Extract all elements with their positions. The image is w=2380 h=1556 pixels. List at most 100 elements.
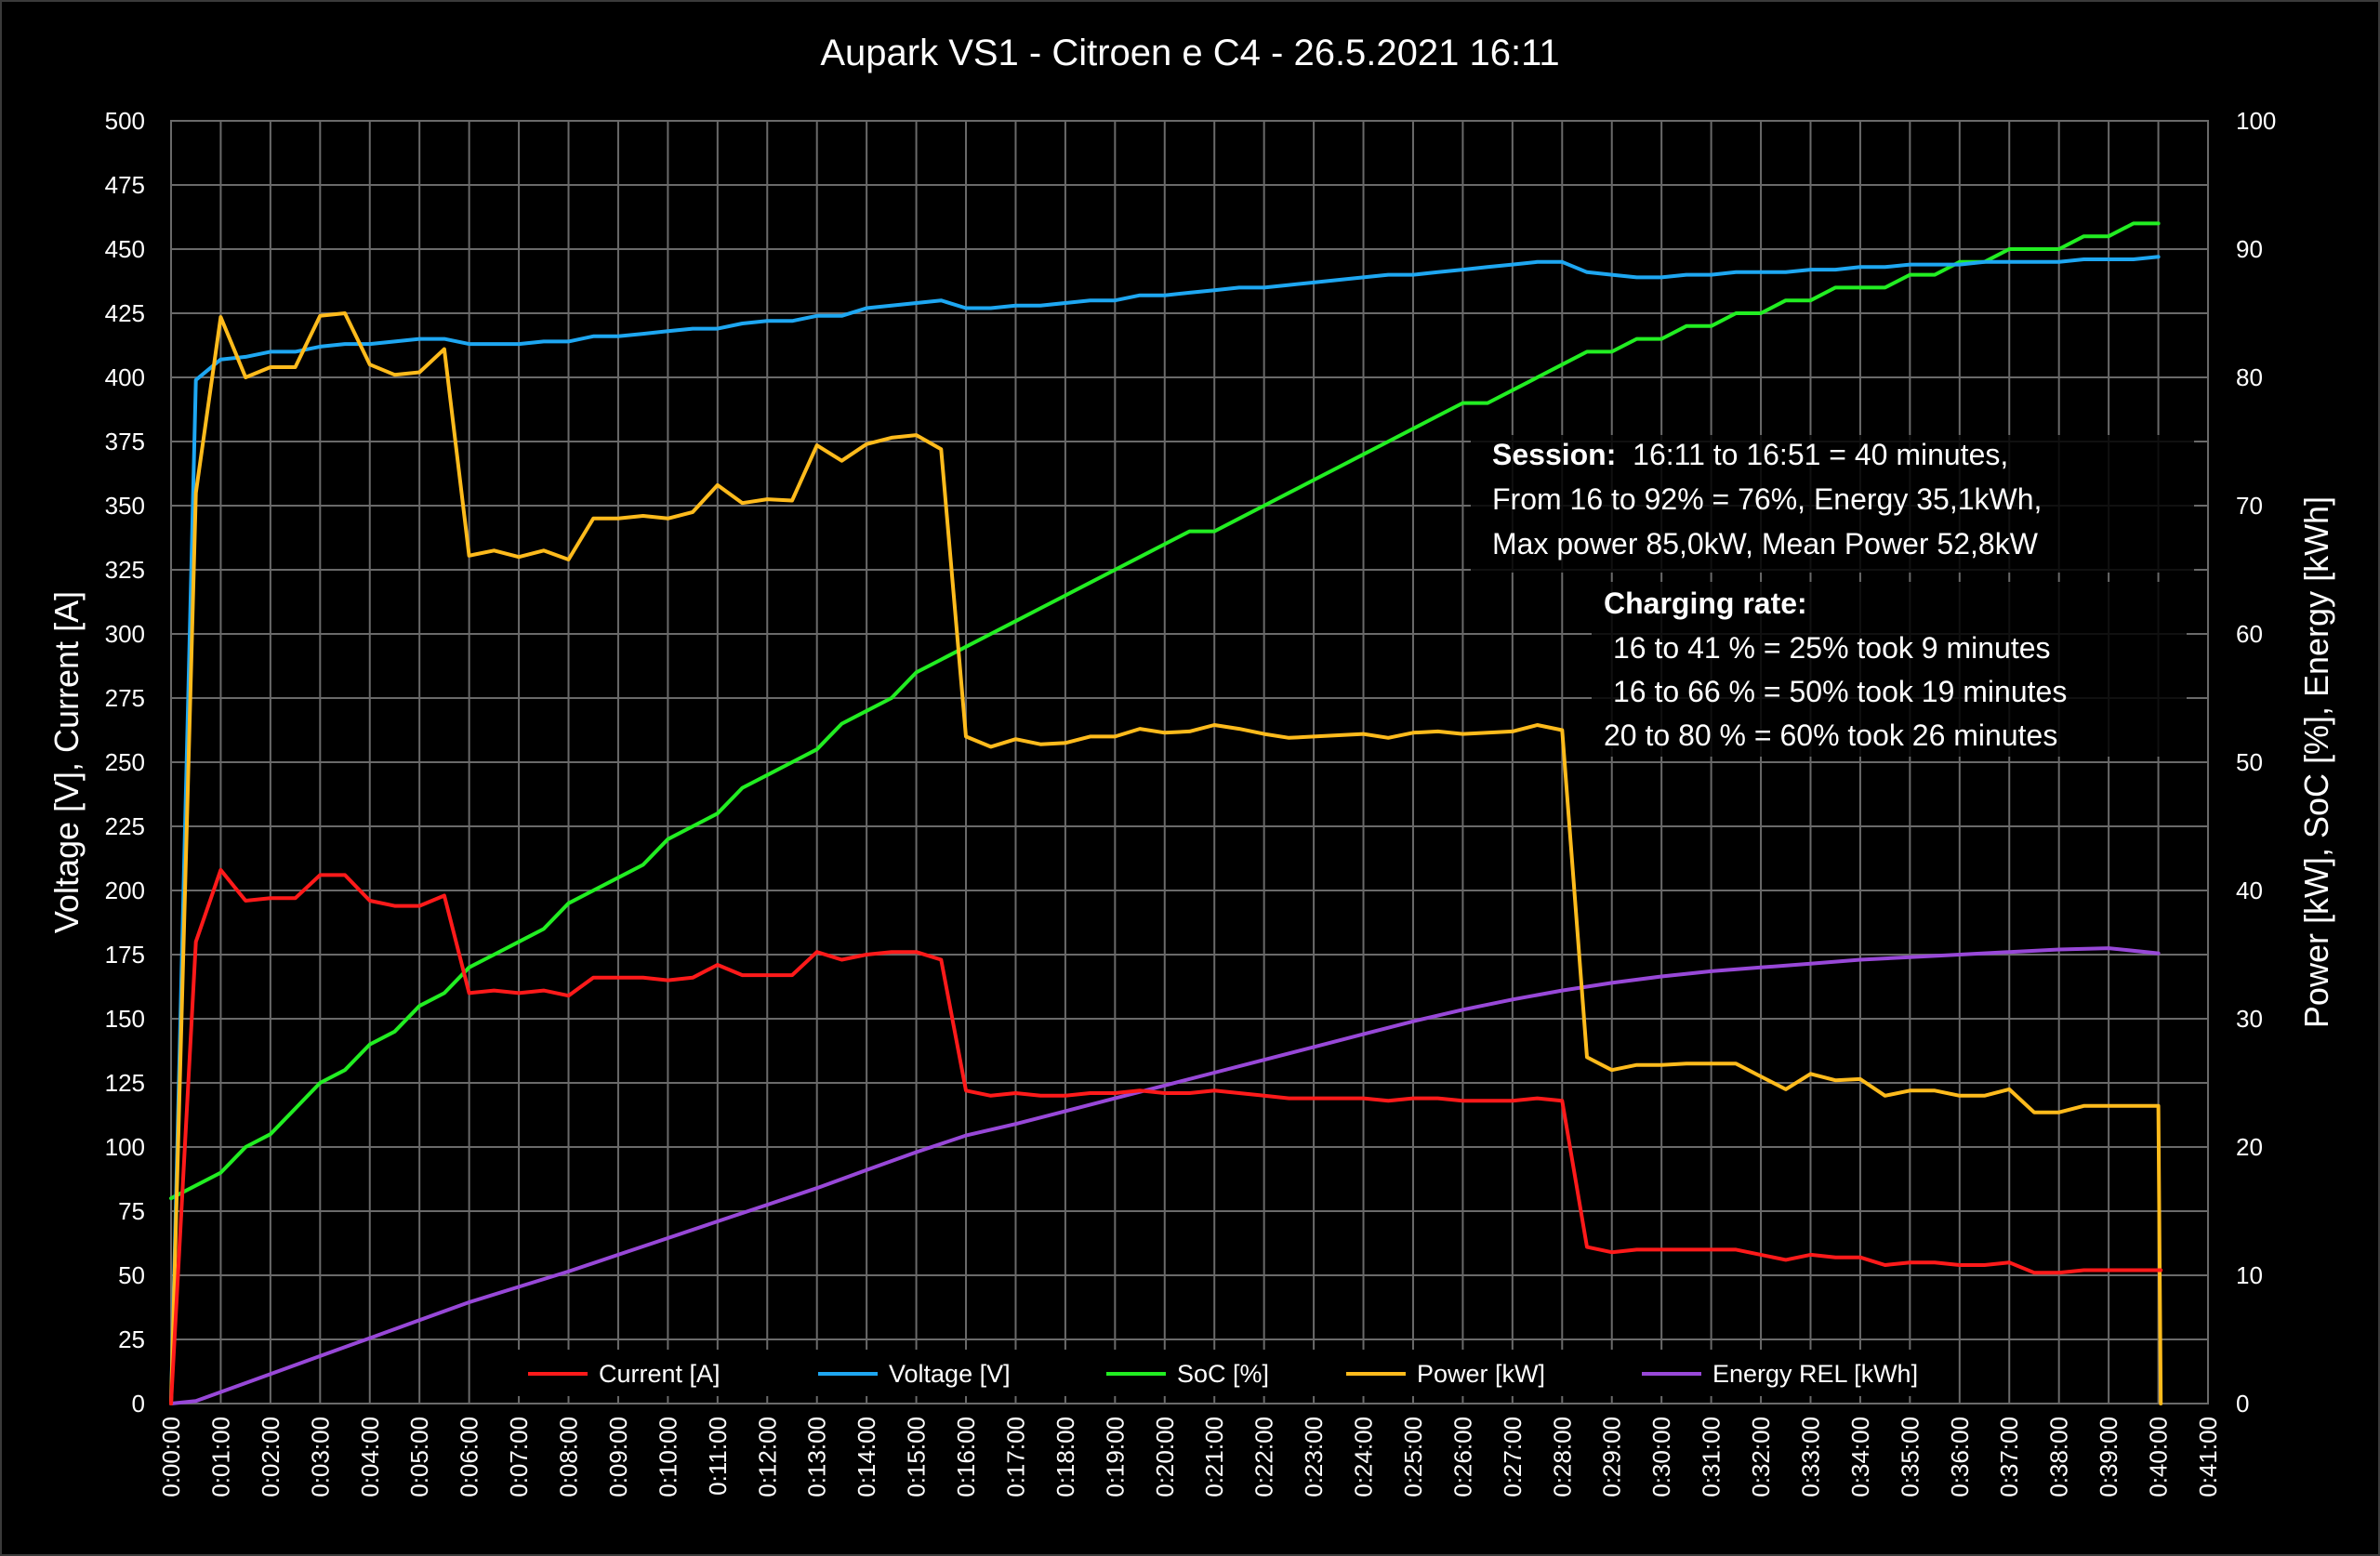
x-tick: 0:26:00	[1448, 1417, 1476, 1497]
y-tick-left: 225	[105, 812, 145, 840]
x-tick: 0:02:00	[257, 1417, 284, 1497]
y-tick-left: 350	[105, 492, 145, 520]
annotation-rate-line3: 20 to 80 % = 60% took 26 minutes	[1604, 719, 2057, 752]
series-line-current-a	[169, 867, 2163, 1405]
y-tick-left: 0	[132, 1390, 145, 1418]
legend-label: Current [A]	[599, 1360, 721, 1388]
x-tick: 0:34:00	[1846, 1417, 1874, 1497]
y-tick-left: 375	[105, 428, 145, 455]
legend-label: SoC [%]	[1177, 1360, 1269, 1388]
x-tick: 0:05:00	[405, 1417, 433, 1497]
x-tick: 0:39:00	[2095, 1417, 2122, 1497]
x-tick: 0:27:00	[1499, 1417, 1527, 1497]
x-tick: 0:30:00	[1647, 1417, 1675, 1497]
x-tick: 0:12:00	[753, 1417, 781, 1497]
y-tick-left: 25	[118, 1325, 145, 1353]
x-tick: 0:11:00	[704, 1417, 732, 1496]
legend-label: Energy REL [kWh]	[1712, 1360, 1918, 1388]
legend-label: Voltage [V]	[889, 1360, 1011, 1388]
annotation-session-label: Session:	[1492, 438, 1616, 471]
x-tick: 0:13:00	[803, 1417, 831, 1497]
y-tick-left: 175	[105, 941, 145, 969]
x-tick: 0:38:00	[2045, 1417, 2073, 1497]
y-tick-right: 40	[2236, 877, 2263, 904]
y-axis-label-left: Voltage [V], Current [A]	[47, 591, 86, 933]
y-tick-right: 80	[2236, 363, 2263, 391]
y-tick-right: 50	[2236, 748, 2263, 776]
x-tick: 0:22:00	[1250, 1417, 1278, 1497]
x-tick: 0:14:00	[853, 1417, 880, 1497]
legend: Current [A] Voltage [V] SoC [%] Power [kW] E…	[509, 1350, 1941, 1396]
x-tick: 0:18:00	[1051, 1417, 1079, 1497]
x-tick: 0:40:00	[2145, 1417, 2173, 1497]
series-line-power-kw	[169, 311, 2163, 1405]
y-tick-left: 75	[118, 1197, 145, 1225]
x-tick: 0:21:00	[1200, 1417, 1228, 1497]
y-tick-right: 100	[2236, 107, 2276, 135]
x-tick: 0:23:00	[1300, 1417, 1328, 1497]
legend-background	[509, 1350, 1941, 1396]
annotation-rate-line2: 16 to 66 % = 50% took 19 minutes	[1613, 675, 2067, 708]
y-tick-left: 150	[105, 1005, 145, 1033]
tick-labels: 0255075100125150175200225250275300325350…	[105, 107, 2277, 1497]
annotation-session-line1: Session: 16:11 to 16:51 = 40 minutes,	[1492, 438, 2008, 471]
x-tick: 0:09:00	[604, 1417, 632, 1497]
y-tick-right: 0	[2236, 1390, 2249, 1418]
y-tick-right: 30	[2236, 1005, 2263, 1033]
y-tick-left: 125	[105, 1069, 145, 1097]
y-tick-left: 475	[105, 171, 145, 199]
y-axis-label-right: Power [kW], SoC [%], Energy [kWh]	[2297, 496, 2335, 1028]
y-tick-left: 450	[105, 235, 145, 263]
y-tick-left: 275	[105, 684, 145, 712]
annotation-session-line3: Max power 85,0kW, Mean Power 52,8kW	[1492, 527, 2039, 560]
series-line-voltage-v	[169, 255, 2161, 1405]
x-tick: 0:41:00	[2194, 1417, 2222, 1497]
x-tick: 0:06:00	[456, 1417, 483, 1497]
x-tick: 0:29:00	[1598, 1417, 1626, 1497]
series-lines	[169, 221, 2163, 1405]
plot-area-border	[170, 120, 2209, 1404]
x-tick: 0:01:00	[206, 1417, 234, 1497]
y-tick-right: 20	[2236, 1133, 2263, 1161]
x-tick: 0:17:00	[1001, 1417, 1029, 1497]
x-tick: 0:25:00	[1399, 1417, 1427, 1497]
annotation-rate-bg	[1592, 582, 2187, 757]
annotation-rate-title: Charging rate:	[1604, 587, 1807, 620]
x-tick: 0:16:00	[952, 1417, 980, 1497]
gridlines	[170, 120, 2209, 1404]
y-tick-left: 200	[105, 877, 145, 904]
x-tick: 0:08:00	[555, 1417, 583, 1497]
annotation-box: Session: 16:11 to 16:51 = 40 minutes, Fr…	[1471, 435, 2194, 757]
y-tick-left: 50	[118, 1261, 145, 1289]
y-tick-right: 70	[2236, 492, 2263, 520]
y-tick-right: 10	[2236, 1261, 2263, 1289]
y-tick-left: 400	[105, 363, 145, 391]
y-tick-left: 325	[105, 556, 145, 584]
x-tick: 0:20:00	[1151, 1417, 1179, 1497]
annotation-session-bg	[1471, 435, 2194, 573]
x-tick: 0:07:00	[505, 1417, 533, 1497]
x-tick: 0:36:00	[1946, 1417, 1974, 1497]
x-tick: 0:35:00	[1896, 1417, 1924, 1497]
x-tick: 0:24:00	[1350, 1417, 1378, 1497]
annotation-session-line2: From 16 to 92% = 76%, Energy 35,1kWh,	[1492, 482, 2042, 516]
x-tick: 0:37:00	[1995, 1417, 2023, 1497]
chart-title: Aupark VS1 - Citroen e C4 - 26.5.2021 16…	[820, 33, 1559, 73]
y-tick-left: 250	[105, 748, 145, 776]
y-tick-left: 500	[105, 107, 145, 135]
x-tick: 0:15:00	[903, 1417, 931, 1497]
x-tick: 0:32:00	[1747, 1417, 1775, 1497]
annotation-rate-line1: 16 to 41 % = 25% took 9 minutes	[1613, 631, 2051, 665]
y-tick-left: 425	[105, 299, 145, 327]
x-tick: 0:28:00	[1548, 1417, 1576, 1497]
y-tick-right: 60	[2236, 620, 2263, 648]
x-tick: 0:19:00	[1101, 1417, 1129, 1497]
x-tick: 0:00:00	[157, 1417, 185, 1497]
annotation-session-text: 16:11 to 16:51 = 40 minutes,	[1616, 438, 2008, 471]
series-line-soc	[169, 221, 2161, 1201]
x-tick: 0:04:00	[356, 1417, 384, 1497]
legend-label: Power [kW]	[1417, 1360, 1545, 1388]
